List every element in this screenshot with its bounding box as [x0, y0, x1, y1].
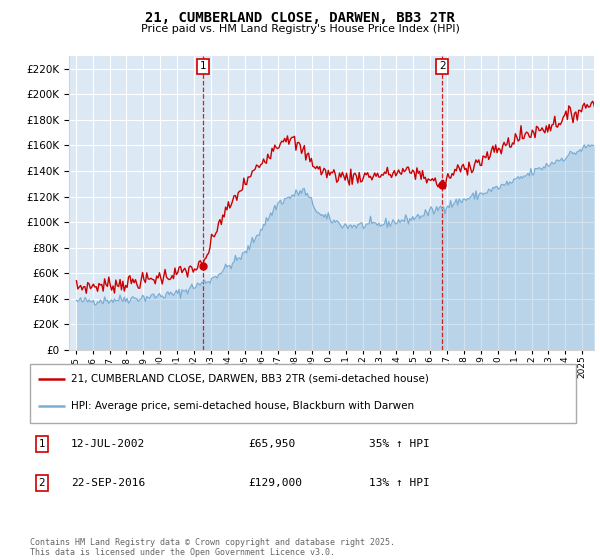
Text: 13% ↑ HPI: 13% ↑ HPI [368, 478, 429, 488]
Text: 21, CUMBERLAND CLOSE, DARWEN, BB3 2TR: 21, CUMBERLAND CLOSE, DARWEN, BB3 2TR [145, 11, 455, 25]
Text: 1: 1 [38, 440, 46, 450]
Text: 21, CUMBERLAND CLOSE, DARWEN, BB3 2TR (semi-detached house): 21, CUMBERLAND CLOSE, DARWEN, BB3 2TR (s… [71, 374, 429, 384]
Text: 2: 2 [38, 478, 46, 488]
Text: Price paid vs. HM Land Registry's House Price Index (HPI): Price paid vs. HM Land Registry's House … [140, 24, 460, 34]
Text: 12-JUL-2002: 12-JUL-2002 [71, 440, 145, 450]
Text: HPI: Average price, semi-detached house, Blackburn with Darwen: HPI: Average price, semi-detached house,… [71, 402, 414, 412]
Text: £129,000: £129,000 [248, 478, 302, 488]
Text: 2: 2 [439, 61, 446, 71]
Text: 1: 1 [200, 61, 206, 71]
Text: 35% ↑ HPI: 35% ↑ HPI [368, 440, 429, 450]
Text: Contains HM Land Registry data © Crown copyright and database right 2025.
This d: Contains HM Land Registry data © Crown c… [30, 538, 395, 557]
FancyBboxPatch shape [30, 364, 576, 423]
Text: £65,950: £65,950 [248, 440, 296, 450]
Text: 22-SEP-2016: 22-SEP-2016 [71, 478, 145, 488]
